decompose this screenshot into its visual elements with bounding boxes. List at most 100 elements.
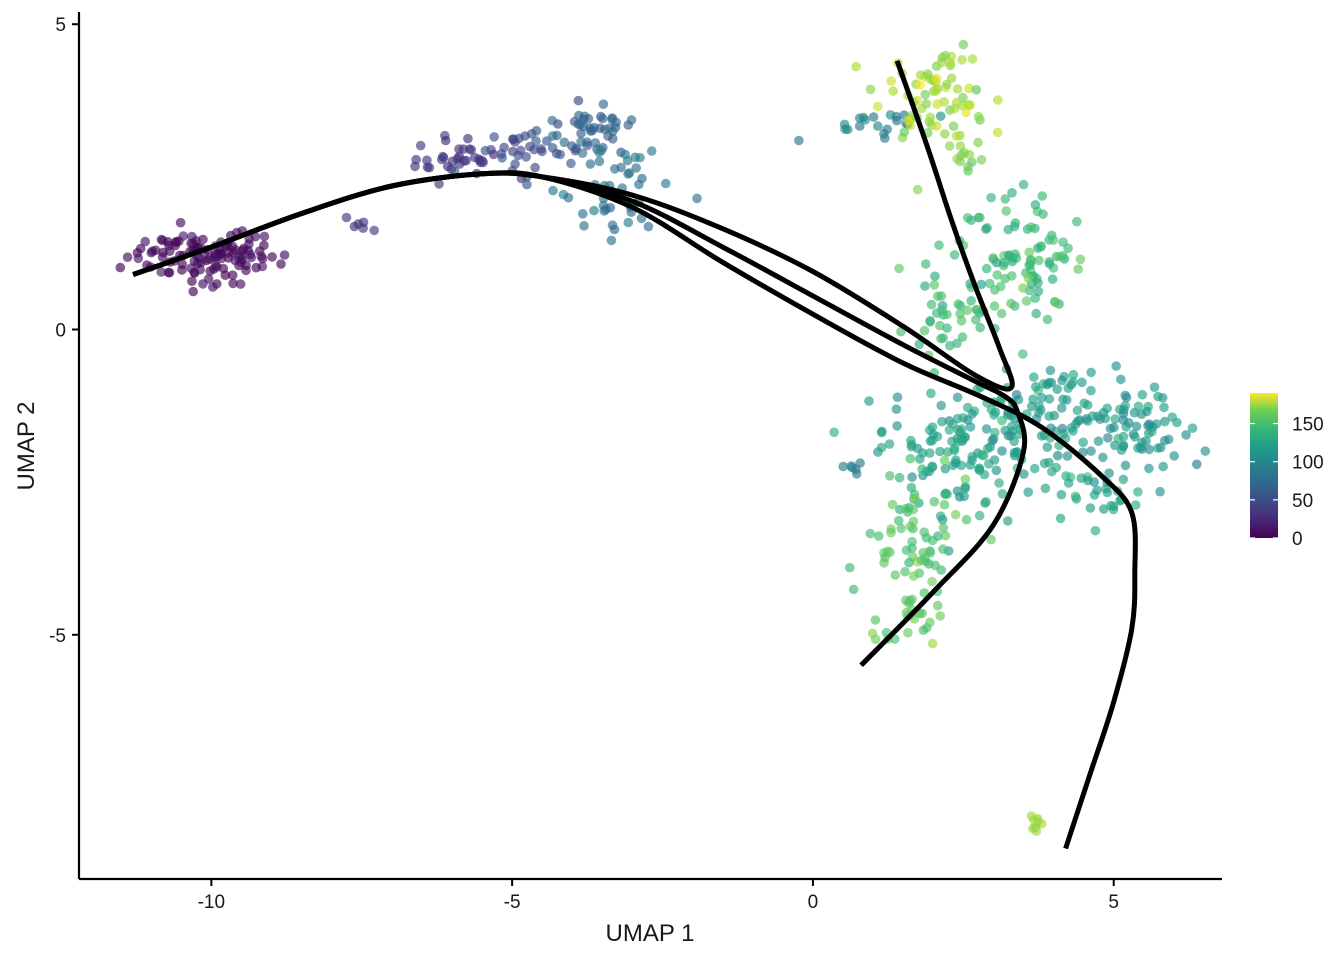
- scatter-point: [993, 95, 1003, 105]
- scatter-point: [218, 263, 229, 274]
- scatter-point: [177, 259, 187, 270]
- scatter-point: [157, 235, 168, 246]
- scatter-point: [1106, 500, 1116, 511]
- scatter-point: [1160, 435, 1170, 446]
- scatter-point: [585, 159, 596, 169]
- scatter-point: [631, 163, 641, 173]
- scatter-point: [1158, 461, 1168, 472]
- scatter-point: [940, 463, 951, 474]
- scatter-point: [594, 156, 605, 167]
- scatter-point: [1029, 815, 1039, 825]
- scatter-point: [1031, 826, 1042, 836]
- scatter-point: [1149, 382, 1160, 393]
- scatter-point: [438, 151, 448, 162]
- scatter-point: [917, 464, 927, 474]
- scatter-point: [620, 149, 630, 160]
- scatter-point: [952, 486, 963, 496]
- x-tick-label: 0: [808, 892, 819, 913]
- scatter-point: [1111, 361, 1121, 371]
- scatter-point: [1031, 308, 1041, 319]
- colorbar-legend: 0 50 100 150: [1250, 393, 1324, 550]
- scatter-point: [132, 248, 143, 258]
- scatter-point: [595, 123, 605, 133]
- scatter-point: [164, 267, 175, 278]
- scatter-point: [552, 130, 562, 141]
- y-tick-label: 0: [55, 320, 66, 341]
- lineage-curve-3: [132, 170, 1138, 850]
- scatter-point: [1078, 437, 1088, 448]
- scatter-point: [965, 100, 975, 110]
- scatter-point: [140, 236, 150, 247]
- scatter-point: [931, 73, 942, 84]
- scatter-point: [961, 107, 971, 118]
- scatter-point: [879, 128, 889, 139]
- scatter-point: [967, 157, 977, 167]
- scatter-point: [164, 246, 175, 256]
- scatter-point: [961, 514, 972, 525]
- scatter-point: [963, 166, 973, 176]
- scatter-point: [971, 85, 982, 95]
- scatter-point: [522, 179, 532, 190]
- scatter-point: [892, 421, 902, 431]
- scatter-point: [157, 252, 168, 262]
- scatter-point: [864, 396, 874, 406]
- scatter-point: [1004, 250, 1014, 260]
- scatter-point: [230, 245, 240, 255]
- scatter-point: [1001, 206, 1011, 216]
- scatter-point: [1086, 367, 1096, 378]
- scatter-point: [985, 278, 995, 289]
- scatter-point: [914, 339, 925, 350]
- scatter-point: [1143, 401, 1153, 412]
- scatter-point: [463, 133, 473, 144]
- scatter-point: [525, 141, 535, 152]
- scatter-point: [454, 151, 465, 162]
- axes: -10 -5 0 5 -5 0 5: [49, 12, 1222, 913]
- scatter-point: [410, 161, 420, 172]
- scatter-point: [594, 147, 604, 158]
- scatter-point: [1063, 478, 1074, 488]
- scatter-point: [193, 258, 203, 269]
- scatter-point: [981, 263, 992, 274]
- scatter-point: [951, 131, 962, 141]
- scatter-point: [924, 559, 934, 569]
- scatter-point: [975, 212, 985, 223]
- scatter-point: [1052, 450, 1063, 461]
- scatter-point: [259, 240, 269, 251]
- scatter-point: [1021, 296, 1032, 306]
- scatter-point: [927, 638, 938, 649]
- scatter-point: [868, 112, 879, 122]
- scatter-point: [995, 281, 1006, 292]
- scatter-point: [947, 436, 957, 447]
- scatter-point: [916, 555, 927, 566]
- scatter-point: [933, 291, 943, 302]
- scatter-point: [1052, 384, 1062, 395]
- scatter-point: [942, 323, 952, 333]
- scatter-point: [997, 446, 1007, 456]
- y-axis-title: UMAP 2: [13, 402, 40, 491]
- scatter-point: [521, 152, 531, 162]
- scatter-point: [974, 464, 984, 474]
- scatter-point: [488, 149, 499, 160]
- scatter-point: [1143, 428, 1154, 439]
- scatter-point: [931, 308, 942, 319]
- scatter-point: [952, 338, 962, 349]
- scatter-point: [1040, 483, 1051, 494]
- scatter-point: [1030, 200, 1041, 210]
- scatter-point: [927, 576, 937, 587]
- scatter-point: [279, 250, 290, 260]
- scatter-point: [957, 332, 968, 342]
- scatter-point: [996, 308, 1007, 319]
- scatter-point: [873, 447, 883, 457]
- scatter-point: [870, 615, 881, 625]
- scatter-point: [873, 121, 883, 131]
- scatter-point: [967, 54, 978, 64]
- scatter-point: [865, 528, 876, 539]
- scatter-point: [1181, 430, 1191, 440]
- scatter-point: [597, 113, 608, 124]
- scatter-point: [973, 137, 983, 148]
- scatter-point: [115, 262, 126, 273]
- scatter-point: [937, 416, 947, 427]
- scatter-point: [1066, 423, 1077, 433]
- lineage-curves: [132, 59, 1138, 850]
- x-tick-label: -5: [504, 892, 521, 913]
